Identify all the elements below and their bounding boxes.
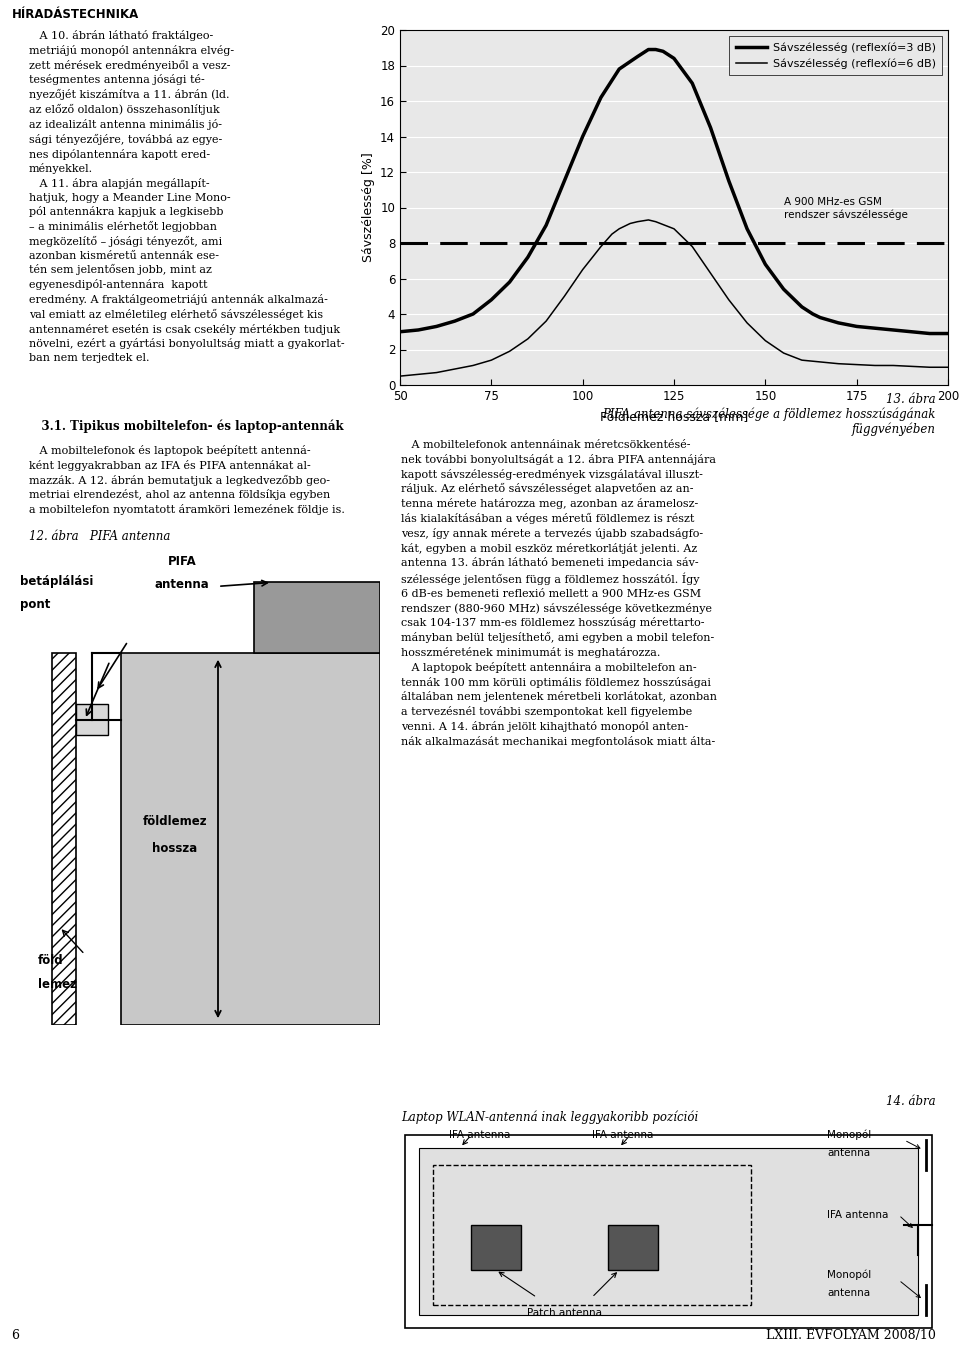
Text: 12. ábra   PIFA antenna: 12. ábra PIFA antenna — [29, 531, 170, 543]
Text: hossza: hossza — [153, 842, 198, 855]
Text: IFA antenna: IFA antenna — [449, 1129, 511, 1140]
Text: PIFA: PIFA — [168, 555, 197, 567]
Text: földlemez: földlemez — [142, 814, 207, 828]
Y-axis label: Sávszélesség [%]: Sávszélesség [%] — [362, 153, 374, 262]
X-axis label: Földlemez hossza [mm]: Földlemez hossza [mm] — [600, 409, 748, 423]
Text: Patch antenna: Patch antenna — [527, 1308, 602, 1318]
Text: PIFA antenna sávszélessége a földlemez hosszúságának: PIFA antenna sávszélessége a földlemez h… — [603, 408, 936, 421]
Text: 14. ábra: 14. ábra — [886, 1095, 936, 1108]
Text: Laptop WLAN-antenná inak leggyakoribb pozíciói: Laptop WLAN-antenná inak leggyakoribb po… — [401, 1110, 699, 1124]
Text: pont: pont — [20, 597, 50, 611]
Text: 3.1. Tipikus mobiltelefon- és laptop-antennák: 3.1. Tipikus mobiltelefon- és laptop-ant… — [29, 420, 344, 434]
Text: antenna: antenna — [155, 578, 209, 592]
Text: Monopól: Monopól — [828, 1270, 872, 1281]
Legend: Sávszélesség (reflexíó=3 dB), Sávszélesség (reflexíó=6 dB): Sávszélesség (reflexíó=3 dB), Sávszéless… — [730, 35, 943, 75]
Text: antenna: antenna — [828, 1288, 871, 1297]
Bar — [471, 1225, 520, 1270]
Text: 13. ábra: 13. ábra — [886, 393, 936, 406]
Text: föld: föld — [38, 955, 63, 967]
Text: A mobiltelefonok és laptopok beépített antenná-
ként leggyakrabban az IFA és PIF: A mobiltelefonok és laptopok beépített a… — [29, 445, 345, 516]
Text: A 900 MHz-es GSM
rendszer sávszélessége: A 900 MHz-es GSM rendszer sávszélessége — [783, 196, 907, 220]
Bar — [254, 582, 380, 653]
Bar — [121, 653, 380, 1024]
Text: 6: 6 — [12, 1329, 19, 1342]
Text: függvényében: függvényében — [852, 423, 936, 436]
Text: IFA antenna: IFA antenna — [828, 1210, 889, 1219]
Bar — [420, 1147, 918, 1315]
Text: antenna: antenna — [828, 1147, 871, 1158]
Text: A 10. ábrán látható fraktálgeo-
metriájú monopól antennákra elvég-
zett mérések : A 10. ábrán látható fraktálgeo- metriájú… — [29, 30, 345, 363]
Bar — [53, 653, 76, 1024]
Bar — [76, 704, 108, 735]
Bar — [609, 1225, 658, 1270]
Text: betáplálási: betáplálási — [20, 574, 93, 588]
Text: IFA antenna: IFA antenna — [591, 1129, 653, 1140]
Text: A mobiltelefonok antennáinak méretcsökkentésé-
nek további bonyolultságát a 12. : A mobiltelefonok antennáinak méretcsökke… — [401, 441, 717, 746]
Text: LXIII. ÉVFOLYAM 2008/10: LXIII. ÉVFOLYAM 2008/10 — [766, 1329, 936, 1342]
Text: HÍRADÁSTECHNIKA: HÍRADÁSTECHNIKA — [12, 7, 139, 20]
Text: lemez: lemez — [38, 978, 77, 992]
Bar — [433, 1165, 751, 1305]
Text: Monopól: Monopól — [828, 1129, 872, 1140]
